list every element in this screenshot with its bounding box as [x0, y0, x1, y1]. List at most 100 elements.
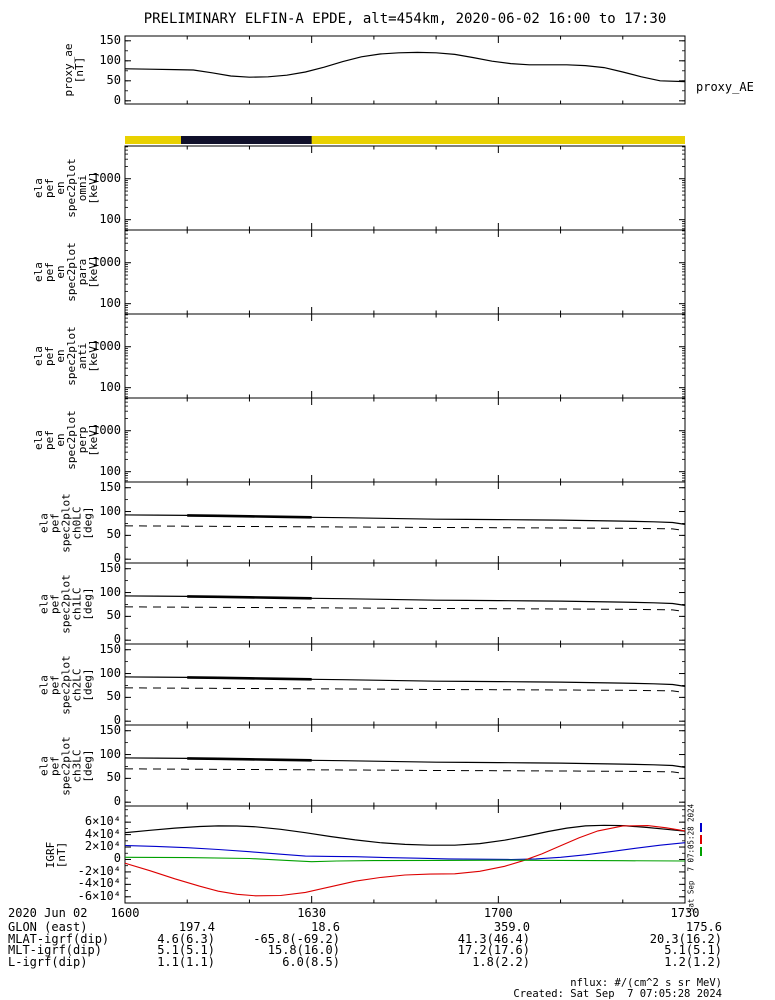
page-title: PRELIMINARY ELFIN-A EPDE, alt=454km, 202…	[143, 11, 667, 27]
y-tick-label: 0	[113, 92, 121, 107]
date-label: 2020 Jun 02	[8, 906, 88, 920]
proxy_AE-frame	[124, 35, 686, 105]
y-tick-label: 2×10⁴	[84, 839, 121, 854]
ephemeris-value: 1.2(1.2)	[664, 954, 722, 969]
y-tick-label: 50	[106, 770, 121, 785]
ch0LC-losscone-dashed	[124, 525, 686, 532]
ephemeris-row-label: MLAT-igrf(dip)	[8, 931, 110, 946]
y-tick-label: 150	[99, 641, 121, 656]
ephemeris-value: 175.6	[685, 920, 722, 934]
ephemeris-value: 17.2(17.6)	[457, 943, 530, 957]
y-tick-label: 100	[99, 379, 121, 394]
ela_pef_spec2plot_ch2LC-ylabel-text: ela pef spec2plot ch2LC [deg]	[37, 654, 95, 715]
ela_pef_en_spec2plot_perp-frame	[124, 397, 686, 483]
time-tick-label: 1630	[297, 906, 327, 920]
IGRF-ylabel-text: IGRF [nT]	[44, 841, 68, 868]
ch2LC-pitch-line-bold	[187, 676, 312, 681]
y-tick-label: 100	[99, 52, 121, 67]
ephemeris-value: 197.4	[178, 920, 215, 934]
y-tick-label: 100	[99, 295, 121, 310]
ela_pef_spec2plot_ch1LC-frame	[124, 562, 686, 645]
y-tick-label: 1000	[92, 338, 121, 353]
y-tick-label: 4×10⁴	[84, 826, 121, 841]
proxy-ae-right-label: proxy_AE	[696, 80, 754, 94]
ela_pef_spec2plot_ch0LC-ylabel-text: ela pef spec2plot ch0LC [deg]	[37, 492, 95, 553]
nflux-units-note: nflux: #/(cm^2 s sr MeV)	[570, 977, 722, 989]
ephemeris-value: -65.8(-69.2)	[253, 931, 340, 946]
ephemeris-value: 4.6(6.3)	[157, 931, 215, 946]
igrf-component-blue	[124, 842, 686, 861]
ch2LC-losscone-dashed	[124, 687, 686, 694]
IGRF-frame	[124, 805, 686, 904]
time-tick-label: 1730	[670, 906, 700, 920]
ephemeris-value: 5.1(5.1)	[664, 943, 722, 957]
y-tick-label: 150	[99, 32, 121, 47]
ela_pef_spec2plot_ch1LC-ylabel-text: ela pef spec2plot ch1LC [deg]	[37, 573, 95, 634]
igrf-btotal-black	[124, 824, 686, 846]
y-tick-label: -6×10⁴	[77, 888, 121, 903]
ch3LC-losscone-dashed	[124, 768, 686, 775]
ela_pef_en_spec2plot_anti-frame	[124, 313, 686, 399]
y-tick-label: 0	[113, 551, 121, 566]
ela_pef_spec2plot_ch2LC-frame	[124, 643, 686, 726]
ela_pef_en_spec2plot_perp-ylabel-text: ela pef en spec2plot perp [keV]	[32, 410, 100, 470]
y-tick-label: 50	[106, 608, 121, 623]
y-tick-label: 50	[106, 689, 121, 704]
created-timestamp: Created: Sat Sep 7 07:05:28 2024	[513, 988, 722, 1000]
ephemeris-row-label: MLT-igrf(dip)	[8, 943, 102, 957]
y-tick-label: 50	[106, 527, 121, 542]
ephemeris-value: 20.3(16.2)	[649, 931, 722, 946]
y-tick-label: 150	[99, 479, 121, 494]
y-tick-label: 150	[99, 560, 121, 575]
ephemeris-value: 359.0	[493, 920, 530, 934]
status-bar-segment-1	[181, 136, 312, 144]
proxy-ae-line	[124, 51, 686, 83]
y-tick-label: 100	[99, 584, 121, 599]
ela_pef_spec2plot_ch0LC-frame	[124, 481, 686, 564]
ela_pef_spec2plot_ch3LC-ylabel-text: ela pef spec2plot ch3LC [deg]	[37, 735, 95, 796]
ch1LC-losscone-dashed	[124, 606, 686, 613]
y-tick-label: 100	[99, 503, 121, 518]
ch1LC-pitch-line-bold	[187, 595, 312, 600]
ephemeris-value: 18.6	[311, 920, 340, 934]
ela_pef_en_spec2plot_omni-frame	[124, 145, 686, 231]
y-tick-label: 100	[99, 463, 121, 478]
ch0LC-pitch-line-bold	[187, 514, 312, 519]
ephemeris-value: 6.0(8.5)	[282, 954, 340, 969]
y-tick-label: 1000	[92, 254, 121, 269]
proxy_AE-ylabel-text: proxy_ae [nT]	[62, 43, 86, 97]
ela_pef_en_spec2plot_anti-ylabel-text: ela pef en spec2plot anti [keV]	[32, 326, 100, 386]
y-tick-label: 0	[113, 851, 121, 866]
y-tick-label: 100	[99, 211, 121, 226]
ephemeris-value: 41.3(46.4)	[457, 931, 530, 946]
ela_pef_en_spec2plot_para-frame	[124, 229, 686, 315]
time-tick-label: 1600	[110, 906, 140, 920]
creation-timestamp-vertical-text: Sat Sep 7 07:05:28 2024	[686, 803, 696, 913]
y-tick-label: -2×10⁴	[77, 863, 121, 878]
ela_pef_en_spec2plot_omni-ylabel-text: ela pef en spec2plot omni [keV]	[32, 158, 100, 218]
y-tick-label: 100	[99, 665, 121, 680]
ephemeris-value: 5.1(5.1)	[157, 943, 215, 957]
ela_pef_en_spec2plot_para-ylabel-text: ela pef en spec2plot para [keV]	[32, 242, 100, 302]
ephemeris-value: 1.1(1.1)	[157, 954, 215, 969]
ephemeris-row-label: L-igrf(dip)	[8, 954, 88, 969]
y-tick-label: 0	[113, 632, 121, 647]
time-tick-label: 1700	[483, 906, 513, 920]
y-tick-label: 0	[113, 713, 121, 728]
y-tick-label: 150	[99, 722, 121, 737]
ch3LC-pitch-line-bold	[187, 757, 312, 762]
ephemeris-value: 15.8(16.0)	[267, 943, 340, 957]
igrf-component-green	[124, 856, 686, 863]
status-bar-segment-0	[125, 136, 685, 144]
y-tick-label: 0	[113, 794, 121, 809]
ephemeris-row-label: GLON (east)	[8, 920, 88, 934]
ela_pef_spec2plot_ch3LC-frame	[124, 724, 686, 807]
y-tick-label: 100	[99, 746, 121, 761]
y-tick-label: 50	[106, 72, 121, 87]
igrf-component-red	[124, 825, 686, 897]
y-tick-label: 1000	[92, 422, 121, 437]
y-tick-label: 6×10⁴	[84, 814, 121, 829]
ephemeris-value: 1.8(2.2)	[472, 954, 530, 969]
